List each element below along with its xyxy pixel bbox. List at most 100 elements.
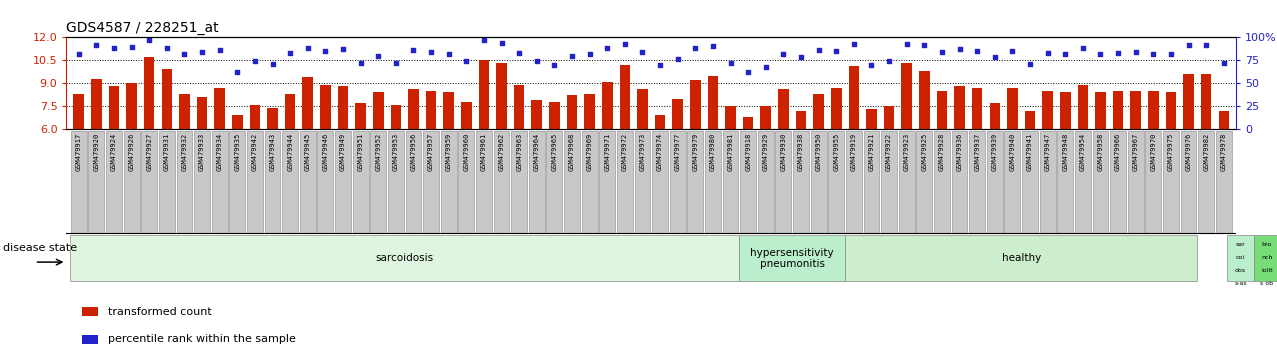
FancyBboxPatch shape [1039,131,1056,233]
Bar [82,335,98,344]
Bar [1166,92,1176,129]
Bar [902,63,912,129]
FancyBboxPatch shape [564,131,580,233]
Text: transformed count: transformed count [107,307,212,317]
Point [192,49,212,55]
Bar [1060,92,1070,129]
Text: iolit: iolit [1262,268,1273,273]
Text: GSM479927: GSM479927 [146,132,152,171]
FancyBboxPatch shape [687,131,704,233]
Point [1108,50,1129,56]
Bar [91,79,102,129]
FancyBboxPatch shape [264,131,281,233]
Text: GSM479934: GSM479934 [217,132,222,171]
Bar [1008,88,1018,129]
FancyBboxPatch shape [1254,235,1277,281]
Bar [285,94,295,129]
Point [738,69,759,75]
Point [1073,45,1093,51]
Point [614,41,635,46]
Text: GSM479931: GSM479931 [163,132,170,171]
Point [298,45,318,51]
Point [773,51,793,57]
Point [474,37,494,43]
Bar [619,65,630,129]
Point [103,45,124,51]
FancyBboxPatch shape [176,131,193,233]
Bar [743,117,753,129]
Text: GSM479952: GSM479952 [375,132,382,171]
Point [280,50,300,56]
Point [684,45,705,51]
FancyBboxPatch shape [881,131,896,233]
Bar [707,75,718,129]
Point [949,46,969,52]
FancyBboxPatch shape [194,131,209,233]
FancyBboxPatch shape [529,131,545,233]
FancyBboxPatch shape [599,131,616,233]
FancyBboxPatch shape [917,131,932,233]
Point [844,41,865,46]
Point [668,56,688,62]
FancyBboxPatch shape [1093,131,1108,233]
FancyBboxPatch shape [458,131,474,233]
Bar [161,69,172,129]
Bar [601,82,613,129]
Bar [725,106,736,129]
FancyBboxPatch shape [617,131,633,233]
Bar [1184,74,1194,129]
Text: GSM479982: GSM479982 [1203,132,1209,171]
Text: GSM479975: GSM479975 [1168,132,1174,171]
Point [985,55,1005,60]
Point [861,62,881,68]
FancyBboxPatch shape [951,131,968,233]
Text: GSM479954: GSM479954 [1080,132,1085,171]
FancyBboxPatch shape [969,131,985,233]
Bar [919,71,930,129]
Text: GSM479951: GSM479951 [358,132,364,171]
Point [526,58,547,64]
FancyBboxPatch shape [1022,131,1038,233]
Point [386,60,406,66]
Text: GSM479928: GSM479928 [939,132,945,171]
Text: GDS4587 / 228251_at: GDS4587 / 228251_at [66,21,220,35]
Point [580,51,600,57]
FancyBboxPatch shape [829,131,844,233]
FancyBboxPatch shape [282,131,298,233]
Bar [1130,91,1142,129]
Point [932,49,953,55]
Point [826,48,847,54]
Text: disease state: disease state [4,243,78,253]
Text: GSM479963: GSM479963 [516,132,522,171]
FancyBboxPatch shape [582,131,598,233]
FancyBboxPatch shape [635,131,650,233]
Bar [197,97,207,129]
Text: s-as: s-as [1235,281,1246,286]
FancyBboxPatch shape [441,131,457,233]
Text: GSM479977: GSM479977 [674,132,681,171]
Text: GSM479946: GSM479946 [322,132,328,171]
Text: GSM479936: GSM479936 [956,132,963,171]
Bar [179,94,190,129]
FancyBboxPatch shape [811,131,826,233]
Point [333,46,354,52]
Bar [267,108,278,129]
FancyBboxPatch shape [845,235,1198,281]
FancyBboxPatch shape [230,131,245,233]
Bar [655,115,665,129]
Point [368,53,388,58]
Text: GSM479967: GSM479967 [1133,132,1139,171]
Bar [373,92,383,129]
Point [702,44,723,49]
Point [209,47,230,53]
Bar [1042,91,1054,129]
Bar [82,307,98,316]
Point [790,55,811,60]
Point [562,53,582,58]
Bar [690,80,701,129]
Point [914,42,935,48]
Text: GSM479938: GSM479938 [798,132,805,171]
FancyBboxPatch shape [775,131,792,233]
Point [404,47,424,53]
FancyBboxPatch shape [423,131,439,233]
